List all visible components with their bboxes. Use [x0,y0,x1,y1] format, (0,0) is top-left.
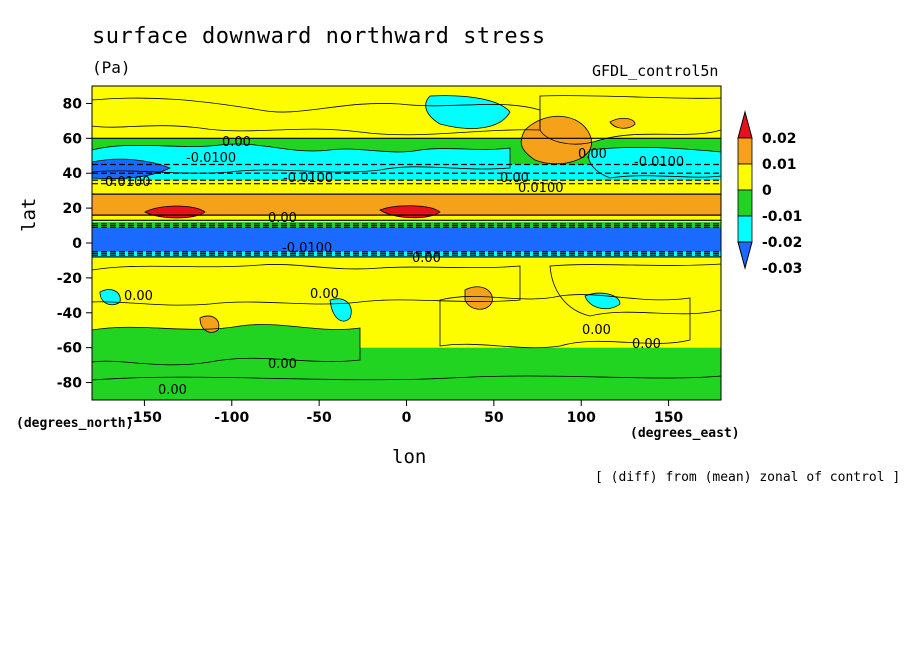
field-patch [92,324,360,365]
x-axis: -150 -100 -50 0 50 100 150 [127,400,683,426]
contour-outline [92,264,521,306]
band [92,180,721,195]
band [92,227,721,252]
x-tick-label: 50 [484,410,504,426]
x-tick-label: 150 [654,410,683,426]
x-tick-label: 0 [402,410,412,426]
y-tick-label: -20 [57,271,83,287]
contour-label: 0.00 [222,135,251,150]
y-tick-label: 60 [63,131,83,147]
y-tick-label: 20 [63,201,83,217]
contour-outline [549,263,721,317]
band [92,194,721,216]
colorbar-cap-top [737,110,753,139]
colorbar: 0.02 0.01 0 -0.01 -0.02 -0.03 [737,110,802,277]
contour-outline [329,298,352,322]
band [92,222,721,228]
contour-outline [439,294,691,349]
contour-outline [539,95,721,145]
field-patch [588,147,721,178]
field-patch [440,294,690,348]
contour-label: 0.00 [268,211,297,226]
contour-lines [92,95,721,400]
contour-outline [464,286,493,310]
contour-label: 0.00 [124,289,153,304]
field-patch [521,116,592,164]
contour-outline [609,118,636,129]
contour-outline [379,205,441,219]
contour-outline [92,143,511,174]
colorbar-segment [737,215,753,243]
contour-label: 0.00 [310,287,339,302]
field-patch [200,315,219,333]
contour-outline [584,292,621,310]
y-tick-label: 40 [63,166,83,182]
colorbar-segment [737,189,753,217]
field-patches [92,95,721,400]
contour-outline [199,315,220,333]
contour-outline [144,205,206,219]
contour-label: 0.00 [268,357,297,372]
x-axis-label: lon [392,446,427,468]
x-tick-label: -50 [306,410,332,426]
contour-label: -0.0100 [282,241,332,256]
field-patch [465,286,493,310]
colorbar-segment [737,137,753,165]
contour-label: 0.0100 [518,181,564,196]
x-units-label: (degrees_north) [16,416,134,431]
contour-outline [92,375,721,400]
colorbar-label: 0.01 [762,157,797,173]
contour-label: 0.00 [500,171,529,186]
band [92,251,721,257]
y-tick-label: -80 [57,376,83,392]
contour-outline [92,158,171,180]
x-tick-label: -150 [127,410,162,426]
contour-outline [92,324,361,366]
contour-label: 0.00 [578,147,607,162]
contour-label: -0.0100 [634,155,684,170]
y-units-label: (degrees_east) [630,426,740,441]
colorbar-segment [737,163,753,191]
field-patch [92,143,510,174]
field-patch [92,376,721,400]
y-tick-label: -60 [57,341,83,357]
contour-label: 0.00 [158,383,187,398]
field-patch [425,95,510,129]
field-patch [585,293,620,309]
contour-label: -0.0100 [186,151,236,166]
y-tick-label: 80 [63,96,83,112]
y-tick-label: -40 [57,306,83,322]
footnote: [ (diff) from (mean) zonal of control ] [595,470,901,485]
contour-label: 0.00 [582,323,611,338]
contour-label: 0.00 [632,337,661,352]
contour-label: 0.0100 [105,175,151,190]
contour-label: 0.00 [412,251,441,266]
contour-label: -0.0100 [283,171,333,186]
colorbar-label: -0.02 [762,235,802,251]
contour-outline [520,115,592,165]
contour-outline [99,289,121,306]
x-tick-label: -100 [214,410,249,426]
y-axis: -80 -60 -40 -20 0 20 40 60 80 [57,96,92,392]
contour-outline [425,95,511,129]
chart-units: (Pa) [92,58,131,77]
colorbar-label: 0.02 [762,131,797,147]
field-patch [610,118,635,129]
contour-outline [588,147,721,179]
colorbar-label: -0.01 [762,209,802,225]
y-tick-label: 0 [72,236,82,252]
colorbar-label: -0.03 [762,261,802,277]
colorbar-label: 0 [762,183,772,199]
field-patch [92,264,520,306]
model-label: GFDL_control5n [592,62,719,80]
band [92,215,721,223]
chart-title: surface downward northward stress [92,24,546,49]
field-patch [100,289,121,305]
colorbar-cap-bottom [737,241,753,270]
x-tick-label: 100 [567,410,596,426]
